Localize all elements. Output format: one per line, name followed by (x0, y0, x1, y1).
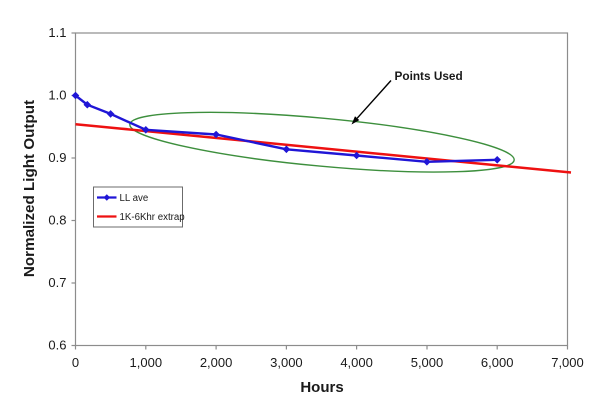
svg-text:1.0: 1.0 (48, 88, 66, 103)
svg-text:5,000: 5,000 (411, 355, 444, 370)
svg-text:0: 0 (72, 355, 79, 370)
svg-text:Points Used: Points Used (395, 69, 463, 83)
svg-text:7,000: 7,000 (551, 355, 584, 370)
svg-text:1.1: 1.1 (48, 25, 66, 40)
svg-text:0.9: 0.9 (48, 150, 66, 165)
svg-text:4,000: 4,000 (340, 355, 373, 370)
svg-text:1,000: 1,000 (130, 355, 163, 370)
svg-text:Hours: Hours (300, 379, 343, 396)
svg-text:6,000: 6,000 (481, 355, 514, 370)
svg-text:1K-6Khr extrap: 1K-6Khr extrap (120, 212, 185, 223)
svg-text:0.6: 0.6 (48, 338, 66, 353)
svg-text:Normalized Light Output: Normalized Light Output (21, 100, 38, 277)
svg-text:0.8: 0.8 (48, 213, 66, 228)
svg-text:3,000: 3,000 (270, 355, 303, 370)
svg-text:0.7: 0.7 (48, 275, 66, 290)
svg-text:2,000: 2,000 (200, 355, 233, 370)
svg-text:LL ave: LL ave (120, 193, 149, 204)
